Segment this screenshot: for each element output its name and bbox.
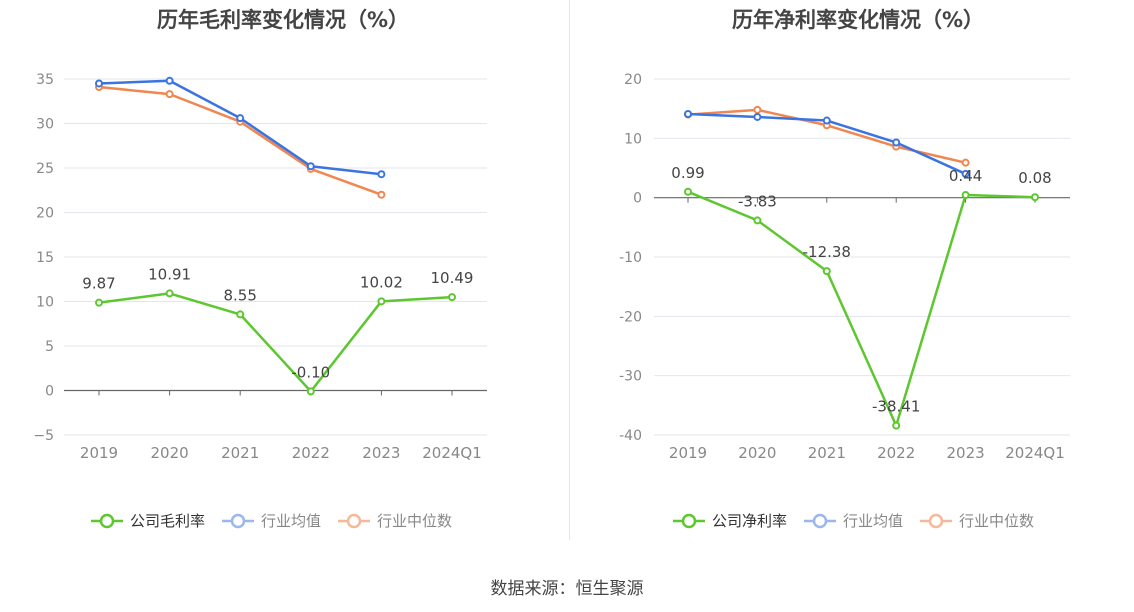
data-label: -38.41 [872,398,920,416]
data-point [753,112,762,121]
data-point [961,191,970,200]
x-tick-label: 2019 [669,444,707,462]
data-point [95,79,103,88]
data-label: -3.83 [738,192,777,210]
legend-label: 行业均值 [261,512,322,530]
gross-margin-panel: 历年毛利率变化情况（%） 35 30 25 20 15 10 5 0 −5 2019 2020 202… [0,0,570,540]
net-margin-panel: 历年净利率变化情况（%） 20 10 0 -10 -20 -30 -40 2019 2020 20… [570,0,1134,540]
legend-line-marker-icon [91,513,123,528]
data-label: 0.44 [949,167,982,185]
data-point [822,267,831,276]
y-tick-label: −5 [33,428,54,444]
data-point [961,158,970,167]
x-tick-label: 2019 [80,444,118,462]
legend: 公司毛利率 行业均值 行业中位数 [90,510,452,531]
data-label: -12.38 [803,243,851,261]
data-point [448,293,456,302]
legend-item-industry-mean[interactable]: 行业均值 [221,510,321,531]
legend-item-industry-mean[interactable]: 行业均值 [803,510,903,531]
x-tick-label: 2021 [808,444,846,462]
data-point [95,298,103,307]
legend-line-marker-icon [804,513,837,528]
data-point [165,289,174,298]
legend-label: 公司毛利率 [130,512,206,530]
data-point [822,116,831,125]
chart-title: 历年净利率变化情况（%） [731,8,985,32]
y-tick-label: 15 [36,250,54,266]
legend-item-industry-median[interactable]: 行业中位数 [919,510,1034,531]
series-line [687,190,1036,427]
x-tick-label: 2021 [221,444,259,462]
y-tick-label: 5 [45,339,54,355]
data-point [377,170,386,179]
x-tick-label: 2024Q1 [422,444,482,462]
y-tick-label: -10 [619,250,642,266]
data-label: 0.08 [1018,169,1051,187]
legend-item-company[interactable]: 公司净利率 [672,510,787,531]
data-point [165,76,174,85]
series-line [98,292,453,393]
data-label: 10.02 [360,273,403,291]
y-tick-label: 20 [624,72,642,88]
y-tick-label: 30 [36,117,54,133]
series-line [98,79,382,176]
data-label: 10.91 [148,265,191,283]
y-tick-label: 20 [36,206,54,222]
data-label: -0.10 [291,363,330,381]
y-tick-label: 35 [36,72,54,88]
data-point [377,297,386,306]
x-tick-label: 2023 [362,444,400,462]
x-tick-label: 2022 [292,444,330,462]
data-point [306,387,315,396]
data-point [892,421,901,430]
net-margin-chart: 20 10 0 -10 -20 -30 -40 2019 2020 2021 2022 2023 202… [619,72,1070,462]
legend-item-industry-median[interactable]: 行业中位数 [337,510,452,531]
data-point [165,90,174,99]
gross-margin-chart: 35 30 25 20 15 10 5 0 −5 2019 2020 2021 2022 2023 2024… [33,72,487,462]
data-label: 0.99 [671,164,704,182]
y-tick-label: 10 [624,131,642,147]
series-line [98,85,382,196]
y-tick-label: -20 [619,309,642,325]
data-point [236,114,245,123]
x-tick-label: 2023 [947,444,985,462]
data-point [753,105,762,114]
y-tick-label: 10 [36,295,54,311]
x-tick-label: 2022 [877,444,915,462]
y-tick-label: -40 [619,428,642,444]
data-point [377,190,386,199]
data-point [753,216,762,225]
legend-line-marker-icon [222,513,255,528]
chart-title: 历年毛利率变化情况（%） [156,8,410,32]
x-tick-label: 2024Q1 [1005,444,1065,462]
y-tick-label: -30 [619,369,642,385]
legend-label: 行业中位数 [377,512,453,530]
x-tick-label: 2020 [151,444,189,462]
data-point [684,187,692,196]
y-tick-label: 0 [45,384,54,400]
data-point [892,138,901,147]
data-point [684,110,692,119]
x-tick-label: 2020 [738,444,776,462]
panel-divider [569,0,570,540]
data-point [1031,193,1039,202]
legend-label: 公司净利率 [712,512,788,530]
data-label: 8.55 [223,286,256,304]
legend-label: 行业中位数 [959,512,1035,530]
data-point [306,162,315,171]
legend-label: 行业均值 [843,512,904,530]
legend-line-marker-icon [673,513,705,528]
legend: 公司净利率 行业均值 行业中位数 [672,510,1034,531]
data-source: 数据来源：恒生聚源 [490,579,644,599]
data-point [236,310,245,319]
legend-item-company[interactable]: 公司毛利率 [90,510,205,531]
legend-line-marker-icon [338,513,371,528]
y-tick-label: 0 [633,191,642,207]
data-label: 9.87 [82,275,115,293]
y-tick-label: 25 [36,161,54,177]
legend-line-marker-icon [920,513,953,528]
data-label: 10.49 [431,269,474,287]
data-point [961,169,970,178]
